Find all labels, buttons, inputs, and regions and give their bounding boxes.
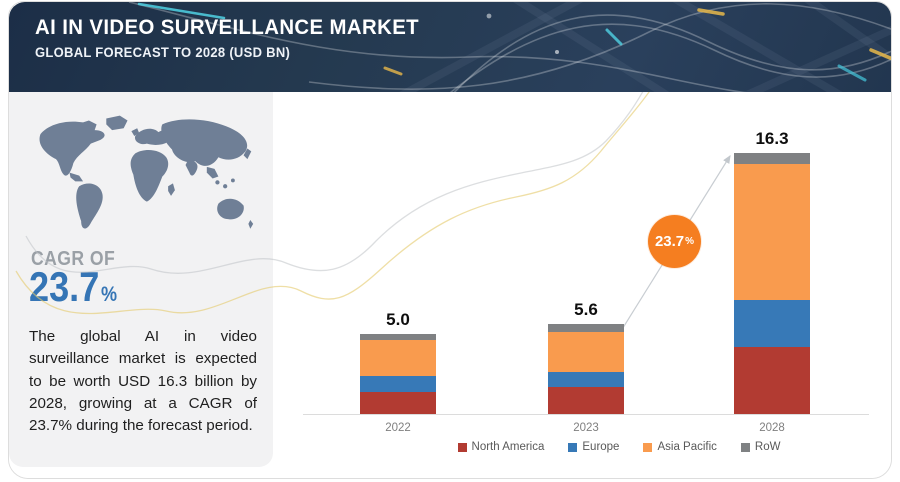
- bar-2022-north-america: [360, 391, 436, 414]
- x-axis-label-2023: 2023: [573, 422, 599, 434]
- world-map: [27, 108, 259, 248]
- legend-item-asia-pacific: Asia Pacific: [643, 441, 717, 453]
- cagr-value: 23.7%: [29, 263, 118, 310]
- bar-2022-row: [360, 334, 436, 340]
- legend-label-europe: Europe: [582, 441, 620, 453]
- world-map-image: [39, 115, 254, 229]
- bar-2028-asia-pacific: [734, 164, 810, 301]
- market-summary-text: The global AI in video surveillance mark…: [29, 328, 257, 435]
- page-title: AI IN VIDEO SURVEILLANCE MARKET: [35, 16, 420, 39]
- legend-item-europe: Europe: [568, 441, 619, 453]
- bar-chart: 5.0 2022 5.6 2023 16.3 2028 23.7% North Ameri…: [281, 92, 891, 478]
- bar-2028-north-america: [734, 346, 810, 414]
- header-banner: AI IN VIDEO SURVEILLANCE MARKET GLOBAL F…: [9, 2, 891, 92]
- x-axis-label-2028: 2028: [759, 422, 785, 434]
- bar-2022-europe: [360, 375, 436, 392]
- bar-2023-row: [548, 324, 624, 332]
- bar-2023-europe: [548, 372, 624, 387]
- legend-swatch-north-america: [457, 442, 467, 452]
- cagr-percent-sign: %: [101, 283, 118, 306]
- badge-percent-sign: %: [685, 236, 695, 247]
- summary-sidebar: CAGR OF 23.7% The global AI in video sur…: [9, 92, 273, 467]
- bar-2028-row: [734, 153, 810, 165]
- total-label-2022: 5.0: [386, 310, 410, 329]
- infographic-card: AI IN VIDEO SURVEILLANCE MARKET GLOBAL F…: [8, 1, 892, 479]
- page-subtitle: GLOBAL FORECAST TO 2028 (USD BN): [35, 44, 291, 60]
- network-lines-decoration: [128, 2, 891, 92]
- legend-label-asia-pacific: Asia Pacific: [657, 441, 717, 453]
- legend-swatch-row: [740, 442, 750, 452]
- total-label-2028: 16.3: [755, 129, 789, 149]
- bar-2023-asia-pacific: [548, 331, 624, 373]
- legend-label-row: RoW: [754, 441, 781, 453]
- bar-2023-north-america: [548, 386, 624, 414]
- bar-2028-europe: [734, 300, 810, 347]
- legend-item-north-america: North America: [457, 441, 545, 453]
- legend-swatch-europe: [568, 442, 578, 452]
- bar-2022-asia-pacific: [360, 339, 436, 376]
- legend-label-north-america: North America: [471, 441, 545, 453]
- chart-legend: North America Europe Asia Pacific RoW: [281, 441, 891, 453]
- total-label-2023: 5.6: [574, 300, 598, 320]
- content-body: CAGR OF 23.7% The global AI in video sur…: [9, 92, 891, 478]
- legend-item-row: RoW: [740, 441, 781, 453]
- x-axis-label-2022: 2022: [385, 422, 411, 434]
- x-axis-line: [303, 414, 869, 415]
- legend-swatch-asia-pacific: [643, 442, 653, 452]
- cagr-badge: 23.7%: [648, 215, 701, 268]
